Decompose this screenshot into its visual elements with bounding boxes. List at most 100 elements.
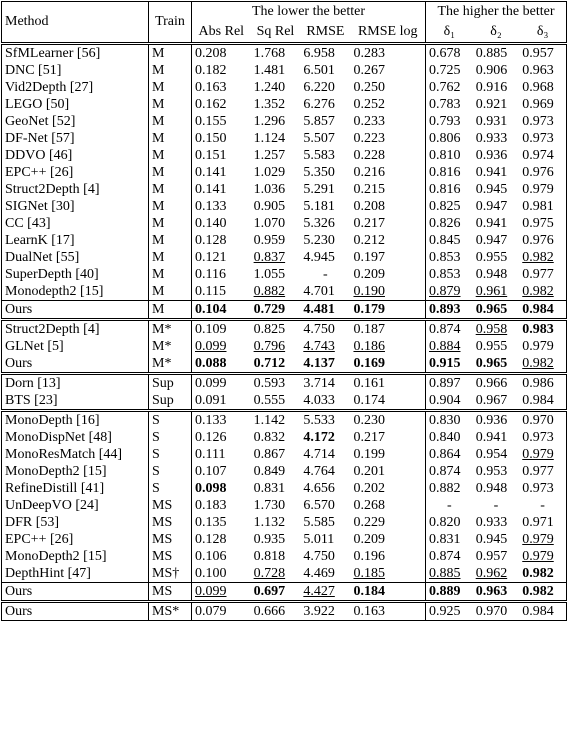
method-cell: UnDeepVO [24] — [1, 497, 149, 514]
table-row: GeoNet [52] M 0.155 1.296 5.857 0.233 0.793 0.9… — [1, 113, 568, 130]
metric-cell: 0.874 — [429, 464, 461, 479]
metric-cell: 0.916 — [475, 80, 508, 95]
metric-cell: 1.142 — [253, 413, 286, 428]
metric-cell: 0.201 — [350, 463, 427, 480]
metric-cell: 0.840 — [429, 430, 461, 445]
metric-cell: 0.217 — [350, 429, 427, 446]
metric-cell: 0.931 — [475, 114, 508, 129]
metric-cell: 0.982 — [519, 582, 568, 602]
metric-cell: 0.111 — [195, 447, 226, 462]
metric-cell: 0.728 — [253, 566, 286, 581]
train-cell: M — [148, 113, 192, 130]
metric-cell: 0.185 — [350, 565, 427, 583]
column-header: δ₂ — [472, 22, 520, 44]
metric-cell: 0.202 — [350, 480, 427, 497]
metric-cell: 1.352 — [253, 97, 286, 112]
method-cell: GLNet [5] — [1, 338, 149, 355]
train-cell: MS — [148, 497, 192, 514]
metric-cell: 0.874 — [429, 322, 461, 337]
train-cell: M — [148, 130, 192, 147]
table-row: RefineDistill [41] S 0.098 0.831 4.656 0.202 0… — [1, 480, 568, 497]
metric-cell: 4.764 — [303, 464, 335, 479]
metric-cell: 0.186 — [350, 338, 427, 355]
metric-cell: 0.969 — [519, 96, 568, 113]
table-row: BTS [23] Sup 0.091 0.555 4.033 0.174 0.904 0.96… — [1, 392, 568, 411]
metric-cell: 4.945 — [303, 250, 335, 265]
column-header-row: Abs Rel Sq Rel RMSE RMSE log δ₁ δ₂ δ₃ — [2, 22, 568, 44]
metric-cell: 6.958 — [303, 46, 335, 61]
table-row: LearnK [17] M 0.128 0.959 5.230 0.212 0.845 0.9… — [1, 232, 568, 249]
metric-cell: 0.979 — [519, 181, 568, 198]
train-cell: M — [148, 300, 192, 320]
metric-cell: 0.906 — [475, 63, 508, 78]
metric-cell: 0.697 — [253, 584, 286, 599]
metric-cell: 0.962 — [475, 566, 508, 581]
metric-cell: 5.230 — [303, 233, 335, 248]
metric-cell: 0.267 — [350, 62, 427, 79]
metric-cell: 0.963 — [519, 62, 568, 79]
metric-cell: 0.104 — [195, 302, 227, 317]
method-cell: MonoResMatch [44] — [1, 446, 149, 463]
metric-cell: 0.963 — [475, 584, 508, 599]
metric-cell: 0.109 — [195, 322, 227, 337]
metric-cell: 0.959 — [253, 233, 286, 248]
metric-cell: 4.656 — [303, 481, 335, 496]
metric-cell: 0.976 — [519, 232, 568, 249]
metric-cell: 0.099 — [195, 339, 227, 354]
metric-cell: 0.982 — [519, 355, 568, 374]
metric-cell: 0.853 — [429, 250, 461, 265]
metric-cell: 0.184 — [350, 582, 427, 602]
table-row: Ours M 0.104 0.729 4.481 0.179 0.893 0.965 0.984 — [1, 300, 568, 320]
metric-cell: 0.845 — [429, 233, 461, 248]
metric-cell: 0.925 — [429, 604, 461, 619]
metric-cell: 6.220 — [303, 80, 335, 95]
metric-cell: 6.570 — [303, 498, 335, 513]
metric-cell: 0.816 — [429, 182, 461, 197]
metric-cell: 0.955 — [475, 339, 508, 354]
metric-cell: 0.079 — [195, 604, 227, 619]
metric-cell: 0.941 — [475, 165, 508, 180]
train-header: Train — [148, 1, 192, 44]
train-cell: Sup — [148, 373, 192, 392]
metric-cell: 1.257 — [253, 148, 286, 163]
train-cell: M — [148, 198, 192, 215]
metric-cell: 0.981 — [519, 198, 568, 215]
metric-cell: 0.976 — [519, 164, 568, 181]
metric-cell: 0.091 — [195, 393, 227, 408]
metric-cell: 4.743 — [303, 339, 335, 354]
metric-cell: 0.971 — [519, 514, 568, 531]
table-row: EPC++ [26] MS 0.128 0.935 5.011 0.209 0.831 0.9… — [1, 531, 568, 548]
metric-cell: 0.818 — [253, 549, 286, 564]
metric-cell: 0.979 — [519, 446, 568, 463]
table-row: EPC++ [26] M 0.141 1.029 5.350 0.216 0.816 0.94… — [1, 164, 568, 181]
table-row: MonoDepth2 [15] MS 0.106 0.818 4.750 0.196 0.8… — [1, 548, 568, 565]
metric-cell: 0.115 — [195, 284, 226, 299]
train-cell: M — [148, 283, 192, 301]
metric-cell: 0.712 — [253, 356, 286, 371]
metric-cell: 0.948 — [475, 481, 508, 496]
table-row: DDVO [46] M 0.151 1.257 5.583 0.228 0.810 0.936… — [1, 147, 568, 164]
train-cell: S — [148, 480, 192, 497]
metric-cell: 6.276 — [303, 97, 335, 112]
table-row: MonoDepth2 [15] S 0.107 0.849 4.764 0.201 0.87… — [1, 463, 568, 480]
metric-cell: 0.228 — [350, 147, 427, 164]
metric-cell: 1.296 — [253, 114, 286, 129]
method-cell: MonoDispNet [48] — [1, 429, 149, 446]
train-cell: MS — [148, 582, 192, 602]
metric-cell: 0.897 — [429, 376, 461, 391]
metric-cell: 0.921 — [475, 97, 508, 112]
method-cell: DualNet [55] — [1, 249, 149, 266]
method-cell: Ours — [1, 582, 149, 602]
method-cell: Struct2Depth [4] — [1, 181, 149, 198]
metric-cell: 0.163 — [195, 80, 227, 95]
metric-cell: 4.172 — [303, 430, 335, 445]
train-cell: M — [148, 164, 192, 181]
metric-cell: 0.820 — [429, 515, 461, 530]
train-cell: M — [148, 215, 192, 232]
train-cell: MS — [148, 531, 192, 548]
metric-cell: 0.199 — [350, 446, 427, 463]
table-row: DNC [51] M 0.182 1.481 6.501 0.267 0.725 0.906 0… — [1, 62, 568, 79]
metric-cell: 0.958 — [475, 322, 508, 337]
metric-cell: 3.922 — [303, 604, 335, 619]
